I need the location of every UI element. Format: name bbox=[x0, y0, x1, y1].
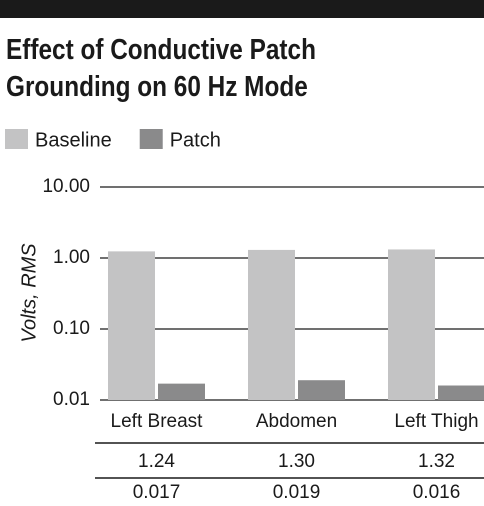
y-tick-label: 10.00 bbox=[42, 176, 90, 197]
bar bbox=[248, 249, 295, 400]
bar bbox=[108, 251, 155, 400]
value-label: 0.019 bbox=[273, 482, 321, 503]
legend-label: Patch bbox=[170, 129, 221, 151]
bar bbox=[388, 249, 435, 400]
bar bbox=[438, 385, 484, 400]
y-axis-label: Volts, RMS bbox=[18, 243, 40, 343]
value-label: 0.016 bbox=[413, 482, 461, 503]
x-tick-label: Abdomen bbox=[256, 411, 337, 432]
value-label: 1.24 bbox=[138, 451, 175, 472]
top-rule bbox=[0, 0, 484, 18]
x-tick-label: Left Breast bbox=[111, 411, 204, 432]
legend-swatch bbox=[5, 129, 28, 149]
value-label: 1.32 bbox=[418, 451, 455, 472]
y-tick-label: 1.00 bbox=[53, 247, 90, 268]
bar bbox=[158, 383, 205, 400]
y-tick-label: 0.10 bbox=[53, 318, 90, 339]
chart-title: Effect of Conductive Patch Grounding on … bbox=[6, 34, 316, 103]
bar bbox=[298, 380, 345, 400]
y-tick-label: 0.01 bbox=[53, 389, 90, 410]
value-label: 1.30 bbox=[278, 451, 315, 472]
value-label: 0.017 bbox=[133, 482, 181, 503]
legend-label: Baseline bbox=[35, 129, 112, 151]
x-tick-label: Left Thigh bbox=[394, 411, 478, 432]
legend-swatch bbox=[139, 129, 163, 149]
